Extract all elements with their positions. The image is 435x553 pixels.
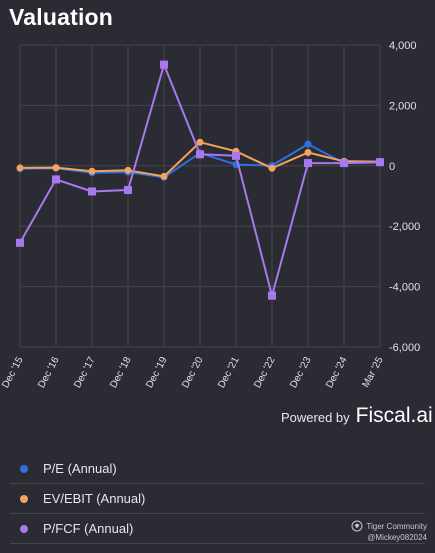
x-tick-label: Mar '25 [360, 355, 385, 390]
legend-dot-icon [20, 524, 28, 533]
y-tick-label: -6,000 [389, 342, 420, 354]
legend-label: EV/EBIT (Annual) [43, 491, 146, 506]
data-point-ev-ebit-annual [160, 172, 168, 180]
legend-item-ev-ebit[interactable]: EV/EBIT (Annual) [10, 484, 425, 514]
x-tick-label: Dec '20 [180, 355, 206, 390]
data-point-ev-ebit-annual [124, 166, 132, 174]
watermark-community: Tiger Community [366, 521, 427, 531]
x-tick-label: Dec '24 [324, 355, 350, 390]
x-tick-label: Dec '22 [252, 355, 278, 390]
data-point-p-fcf-annual [340, 159, 348, 168]
data-point-p-fcf-annual [160, 60, 168, 69]
y-tick-label: -4,000 [389, 282, 420, 294]
chart-title: Valuation [9, 4, 114, 30]
data-point-p-fcf-annual [16, 238, 24, 247]
watermark: Tiger Community @Mickey082024 [351, 520, 427, 543]
brand-logo-text: Fiscal.ai [355, 404, 433, 427]
y-tick-label: 0 [389, 161, 395, 173]
tiger-logo-icon [351, 520, 363, 532]
data-point-p-fcf-annual [52, 175, 60, 184]
y-tick-label: 2,000 [389, 100, 417, 112]
watermark-handle: @Mickey082024 [367, 533, 427, 542]
x-tick-label: Dec '16 [36, 355, 62, 390]
data-point-ev-ebit-annual [52, 164, 60, 172]
data-point-p-fcf-annual [124, 185, 132, 194]
y-tick-label: -2,000 [389, 221, 420, 233]
data-point-ev-ebit-annual [88, 167, 96, 175]
x-tick-label: Dec '23 [288, 355, 314, 390]
x-tick-label: Dec '21 [216, 355, 242, 390]
data-point-p-fcf-annual [232, 151, 240, 160]
data-point-ev-ebit-annual [268, 164, 276, 172]
data-point-ev-ebit-annual [304, 149, 312, 157]
data-point-ev-ebit-annual [16, 164, 24, 172]
x-tick-label: Dec '15 [0, 355, 26, 390]
legend-label: P/FCF (Annual) [43, 521, 134, 536]
data-point-p-fcf-annual [88, 187, 96, 196]
powered-by: Powered by Fiscal.ai [281, 404, 433, 428]
x-tick-label: Dec '18 [108, 355, 134, 390]
legend-label: P/E (Annual) [43, 461, 117, 476]
legend-dot-icon [20, 464, 28, 473]
y-tick-label: 4,000 [389, 40, 417, 52]
legend-dot-icon [20, 494, 28, 503]
powered-by-text: Powered by [281, 410, 350, 425]
data-point-p-fcf-annual [268, 291, 276, 300]
x-tick-label: Dec '17 [72, 355, 98, 390]
legend-item-p-fcf[interactable]: P/FCF (Annual) [10, 514, 425, 544]
data-point-p-fcf-annual [304, 159, 312, 168]
legend: P/E (Annual) EV/EBIT (Annual) P/FCF (Ann… [0, 454, 435, 544]
legend-item-pe[interactable]: P/E (Annual) [10, 454, 425, 484]
valuation-chart: 4,000 2,000 0 -2,000 -4,000 -6,000 Dec '15 Dec … [0, 40, 420, 390]
data-point-ev-ebit-annual [196, 138, 204, 146]
data-point-p-e-annual [304, 140, 312, 148]
data-point-p-fcf-annual [196, 150, 204, 159]
data-point-p-fcf-annual [376, 158, 384, 167]
x-tick-label: Dec '19 [144, 355, 170, 390]
